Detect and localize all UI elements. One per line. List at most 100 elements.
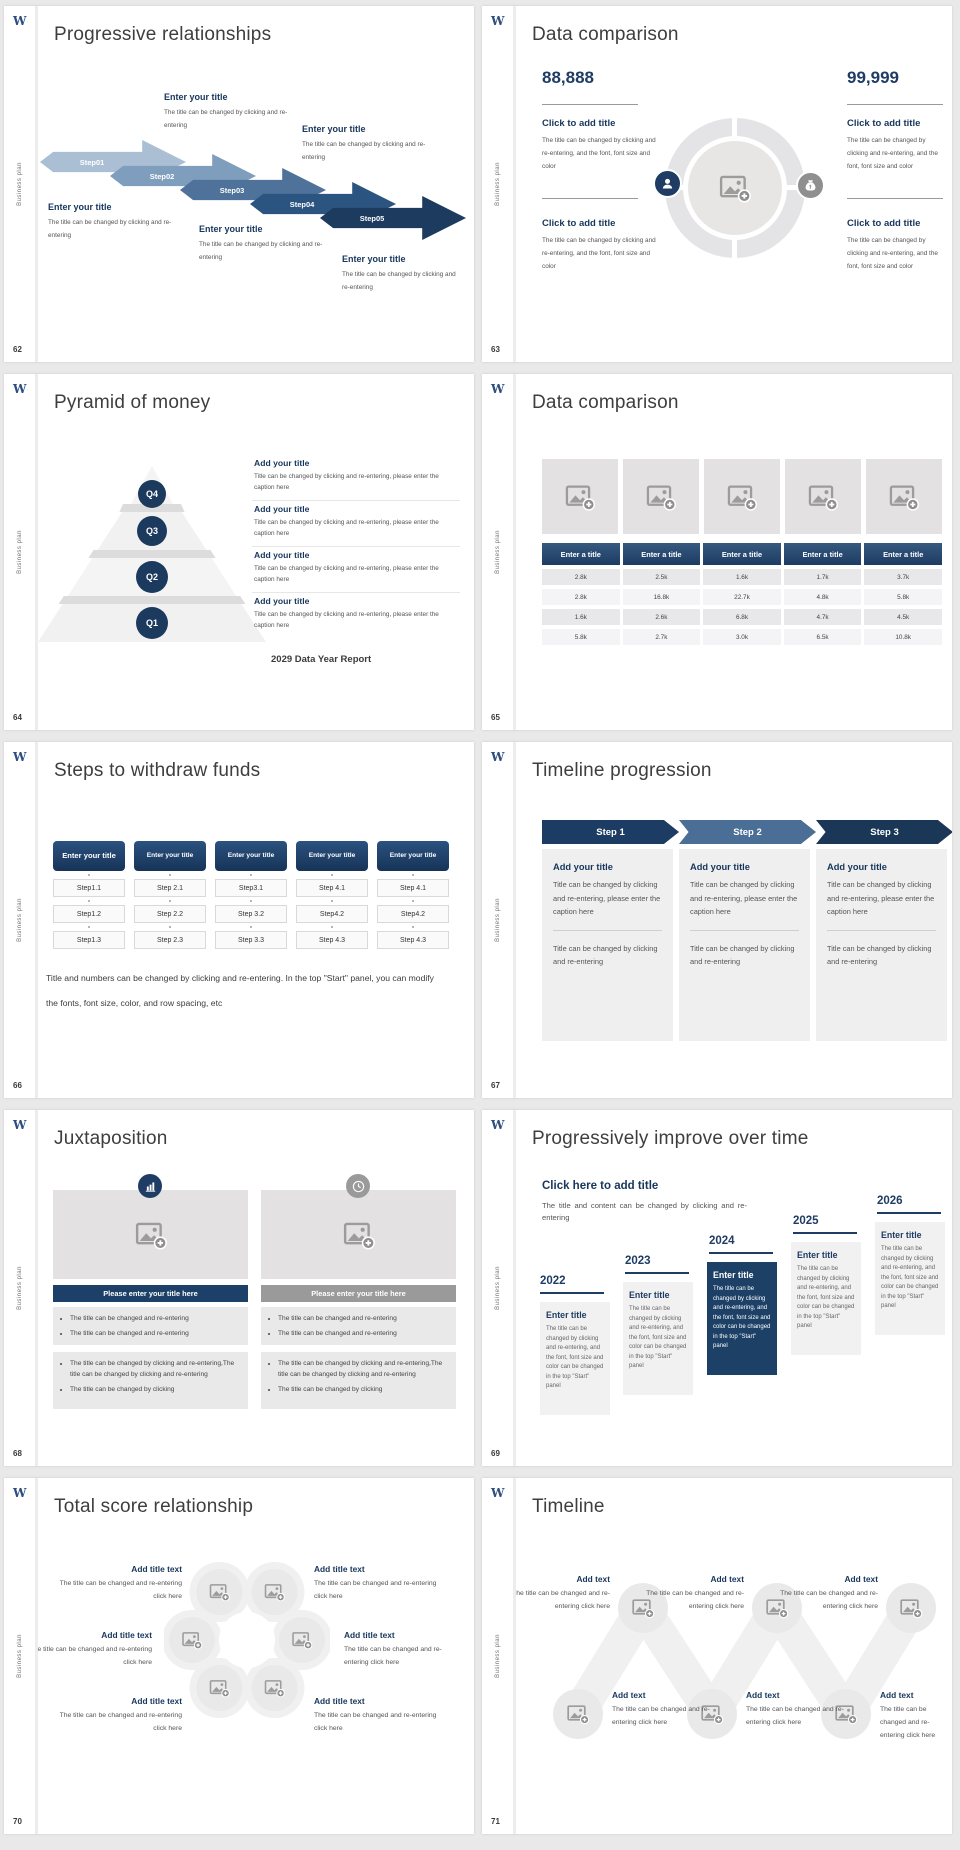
- title-bar: Please enter your title here: [53, 1285, 248, 1302]
- sidebar-vertical-text: Business plan: [495, 530, 501, 574]
- step-box: Step1.1: [53, 879, 125, 897]
- block-title: Enter your title: [342, 254, 406, 264]
- table-cell: 2.5k: [622, 569, 701, 585]
- steps-columns: Enter your title Step1.1 Step1.2 Step1.3…: [53, 841, 449, 949]
- timeline-label: Add text The title can be changed and re…: [778, 1574, 878, 1613]
- text-block: Enter your title The title can be change…: [302, 124, 428, 164]
- card-body: The title can be changed by clicking and…: [713, 1286, 771, 1349]
- money-bag-icon: [803, 178, 818, 193]
- person-badge: [653, 169, 682, 198]
- column-header: Enter your title: [215, 841, 287, 871]
- slide-rail: W Business plan 69: [482, 1110, 516, 1466]
- step-column: Enter your title Step 2.1 Step 2.2 Step …: [134, 841, 206, 949]
- bullet-item: The title can be changed and re-entering: [70, 1328, 240, 1339]
- panel-footer: Title can be changed by clicking and re-…: [827, 943, 932, 967]
- slide-rail: W Business plan 70: [4, 1478, 38, 1834]
- slide-number: 64: [13, 713, 22, 722]
- connector-dot: [250, 900, 252, 902]
- step-column: Enter your title Step 4.1 Step4.2 Step 4…: [296, 841, 368, 949]
- image-placeholder-tile[interactable]: [785, 459, 861, 534]
- bullet-box: The title can be changed and re-entering…: [53, 1307, 248, 1345]
- year-label: 2023: [625, 1255, 651, 1267]
- table-cell: 3.0k: [703, 629, 781, 645]
- slide-rail: W Business plan 68: [4, 1110, 38, 1466]
- bullet-box: The title can be changed and re-entering…: [261, 1307, 456, 1345]
- image-placeholder-tile[interactable]: [623, 459, 699, 534]
- slide-title: Data comparison: [532, 24, 679, 45]
- panel-footer: Title can be changed by clicking and re-…: [690, 943, 795, 967]
- label-title: Add text: [746, 1690, 780, 1700]
- connector-dot: [88, 900, 90, 902]
- connector-dot: [331, 900, 333, 902]
- year-card: Enter title The title can be changed by …: [623, 1282, 693, 1395]
- bullet-box: The title can be changed by clicking and…: [261, 1352, 456, 1409]
- text-block: Enter your title The title can be change…: [342, 254, 464, 294]
- table-header-row: Enter a title Enter a title Enter a titl…: [542, 543, 942, 565]
- slide-65[interactable]: W Business plan 65 Data comparison Enter…: [482, 374, 952, 730]
- connector-dot: [250, 926, 252, 928]
- slide-title: Progressive relationships: [54, 24, 272, 45]
- slide-64[interactable]: W Business plan 64 Pyramid of money Q4 Q…: [4, 374, 474, 730]
- divider: [847, 198, 943, 199]
- slide-62[interactable]: W Business plan 62 Progressive relations…: [4, 6, 474, 362]
- label-body: The title can be changed and re-entering…: [29, 1646, 152, 1666]
- item-title: Click to add title: [542, 218, 616, 229]
- sidebar-vertical-text: Business plan: [495, 1634, 501, 1678]
- image-placeholder-icon: [888, 481, 920, 513]
- image-placeholder-tile[interactable]: [261, 1190, 456, 1279]
- divider: [542, 198, 638, 199]
- label-title: Add title text: [101, 1630, 152, 1640]
- block-title: Enter your title: [164, 92, 228, 102]
- column-header: Enter your title: [296, 841, 368, 871]
- label-title: Add text: [844, 1574, 879, 1584]
- column-header: Enter your title: [134, 841, 206, 871]
- slide-rail: W Business plan 64: [4, 374, 38, 730]
- divider: [690, 929, 799, 931]
- image-placeholder-tile[interactable]: [53, 1190, 248, 1279]
- item-title: Add your title: [254, 596, 310, 606]
- item-title: Click to add title: [847, 218, 921, 229]
- label-title: Add text: [710, 1574, 745, 1584]
- bullet-item: The title can be changed by clicking and…: [70, 1358, 240, 1380]
- slide-title: Timeline: [532, 1496, 605, 1517]
- brand-logo: W: [491, 382, 505, 396]
- item-body: The title can be changed by clicking and…: [542, 137, 656, 170]
- slide-title: Data comparison: [532, 392, 679, 413]
- clock-badge: [346, 1174, 370, 1198]
- chevron-label: Step01: [79, 157, 105, 167]
- slide-67[interactable]: W Business plan 67 Timeline progression …: [482, 742, 952, 1098]
- instruction-note: Title and numbers can be changed by clic…: [46, 973, 434, 1008]
- slide-rail: W Business plan 67: [482, 742, 516, 1098]
- slide-70[interactable]: W Business plan 70 Total score relations…: [4, 1478, 474, 1834]
- slide-63[interactable]: W Business plan 63 Data comparison 88,88…: [482, 6, 952, 362]
- chevron-label: Step02: [149, 171, 175, 181]
- image-placeholder-tile[interactable]: [542, 459, 618, 534]
- table-cell: 6.5k: [783, 629, 862, 645]
- image-placeholder-icon: [718, 171, 752, 205]
- step-box: Step 4.1: [377, 879, 449, 897]
- image-placeholder-tile[interactable]: [866, 459, 942, 534]
- item-body: Title can be changed by clicking and re-…: [254, 519, 439, 537]
- block-body: The title can be changed by clicking and…: [342, 271, 456, 291]
- year-underline: [709, 1252, 773, 1254]
- card-title: Enter title: [881, 1230, 922, 1240]
- panel-title: Add your title: [827, 862, 887, 872]
- image-placeholder-circle[interactable]: [688, 141, 782, 235]
- timeline-arrow-2: Step 2: [679, 820, 816, 844]
- image-placeholder-tile[interactable]: [704, 459, 780, 534]
- divider: [847, 104, 943, 105]
- slide-66[interactable]: W Business plan 66 Steps to withdraw fun…: [4, 742, 474, 1098]
- brand-logo: W: [13, 750, 27, 764]
- diagram-label: Add title text The title can be changed …: [47, 1564, 182, 1603]
- slide-71[interactable]: W Business plan 71 Timeline Add text The…: [482, 1478, 952, 1834]
- slide-69[interactable]: W Business plan 69 Progressively improve…: [482, 1110, 952, 1466]
- text-block: Enter your title The title can be change…: [164, 92, 290, 132]
- table-cell: 5.8k: [542, 629, 620, 645]
- slide-number: 68: [13, 1449, 22, 1458]
- slide-68[interactable]: W Business plan 68 Juxtaposition Please …: [4, 1110, 474, 1466]
- year-underline: [877, 1212, 941, 1214]
- label-body: The title can be changed and re-entering…: [612, 1706, 710, 1726]
- table-cell: 2.8k: [542, 569, 620, 585]
- brand-logo: W: [13, 14, 27, 28]
- slide-number: 62: [13, 345, 22, 354]
